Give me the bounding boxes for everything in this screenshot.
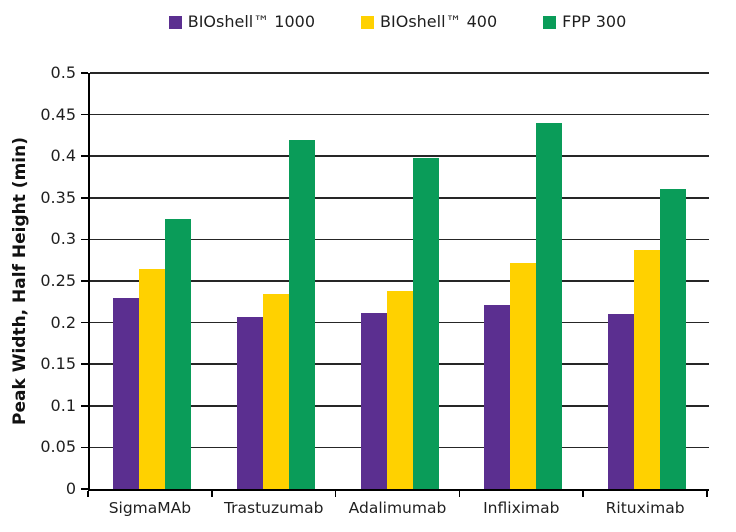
gridline — [90, 155, 709, 157]
y-tick-mark — [81, 72, 88, 74]
legend-swatch — [168, 15, 182, 29]
legend-item: BIOshell™ 400 — [361, 13, 497, 31]
gridline — [90, 238, 709, 241]
bar — [634, 250, 661, 489]
y-tick-mark — [81, 488, 88, 490]
bar — [660, 189, 687, 489]
x-tick-mark — [706, 491, 708, 497]
legend-swatch — [543, 15, 557, 29]
y-tick-label: 0.1 — [50, 395, 76, 415]
legend-item: BIOshell™ 1000 — [168, 12, 316, 31]
y-tick-mark — [81, 238, 88, 241]
legend-label: FPP 300 — [562, 12, 627, 31]
y-tick-label: 0.2 — [50, 312, 76, 332]
y-tick-label: 0.45 — [40, 104, 76, 124]
plot-area — [88, 72, 709, 491]
bar — [262, 294, 289, 489]
bar — [164, 218, 191, 489]
bar — [288, 139, 315, 489]
bar — [236, 316, 263, 489]
bar — [608, 314, 635, 489]
y-tick-mark — [81, 280, 88, 282]
bar — [536, 122, 563, 489]
x-tick-label: Adalimumab — [348, 499, 447, 517]
y-tick-label: 0.25 — [40, 271, 76, 290]
y-tick-label: 0.4 — [50, 146, 76, 166]
gridline — [90, 113, 709, 116]
y-tick-mark — [81, 155, 88, 157]
legend-item: FPP 300 — [543, 13, 626, 31]
y-tick-label: 0.15 — [40, 354, 76, 374]
legend-label: BIOshell™ 1000 — [187, 12, 316, 31]
x-tick-mark — [334, 491, 337, 497]
x-tick-mark — [211, 491, 213, 497]
x-tick-label: Rituximab — [605, 499, 685, 517]
x-tick-label: Infliximab — [483, 499, 560, 517]
y-tick-label: 0 — [65, 479, 76, 498]
gridline — [90, 197, 709, 199]
y-tick-mark — [81, 113, 88, 116]
y-tick-mark — [81, 197, 88, 199]
bar — [360, 313, 387, 489]
bar — [510, 262, 537, 489]
legend-swatch — [361, 15, 375, 29]
x-tick-mark — [582, 491, 584, 497]
gridline — [90, 280, 709, 282]
y-tick-mark — [81, 321, 88, 324]
bar — [386, 290, 413, 489]
y-tick-label: 0.5 — [50, 63, 76, 82]
bar — [138, 268, 165, 489]
y-tick-label: 0.05 — [40, 437, 76, 457]
bar — [484, 305, 511, 489]
legend-label: BIOshell™ 400 — [380, 12, 498, 31]
gridline — [90, 72, 709, 74]
bar — [412, 157, 439, 489]
y-tick-mark — [81, 363, 88, 365]
x-tick-mark — [458, 491, 461, 497]
bar — [112, 297, 139, 489]
x-tick-mark — [87, 491, 89, 497]
y-tick-label: 0.3 — [50, 229, 76, 249]
x-tick-label: Trastuzumab — [223, 499, 324, 517]
y-tick-label: 0.35 — [40, 187, 76, 207]
x-tick-label: SigmaMAb — [108, 499, 192, 517]
y-tick-mark — [81, 446, 88, 449]
y-tick-mark — [81, 405, 88, 407]
chart-legend: BIOshell™ 1000 BIOshell™ 400 FPP 300 — [88, 13, 707, 31]
